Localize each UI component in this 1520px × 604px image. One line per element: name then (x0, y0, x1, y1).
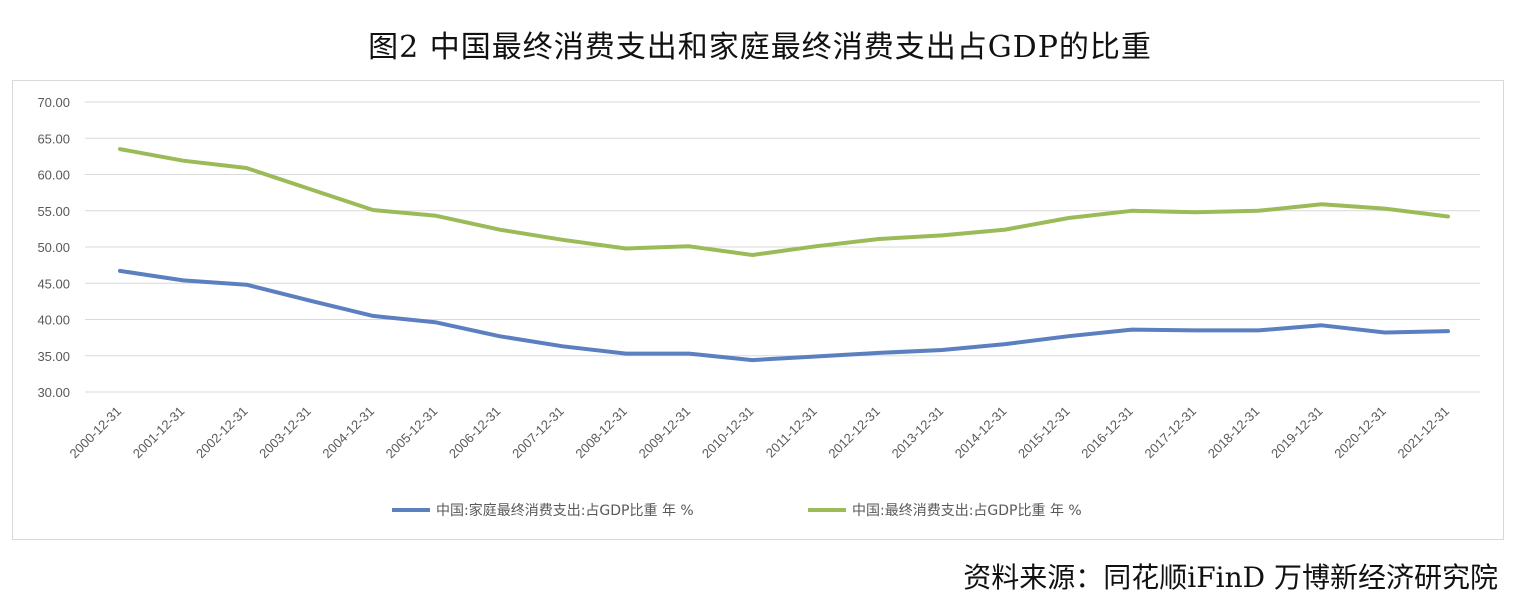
x-tick-label: 2004-12-31 (319, 404, 377, 462)
x-tick-label: 2009-12-31 (636, 404, 694, 462)
x-tick-label: 2014-12-31 (952, 404, 1010, 462)
legend-label-1: 中国:家庭最终消费支出:占GDP比重 年 % (436, 502, 694, 519)
y-tick-label: 30.00 (37, 385, 70, 400)
y-tick-label: 35.00 (37, 349, 70, 364)
page-title: 图2 中国最终消费支出和家庭最终消费支出占GDP的比重 (368, 30, 1152, 65)
y-tick-label: 55.00 (37, 204, 70, 219)
x-tick-label: 2013-12-31 (889, 404, 947, 462)
y-tick-label: 70.00 (37, 95, 70, 110)
x-tick-label: 2008-12-31 (572, 404, 630, 462)
source-note: 资料来源：同花顺iFinD 万博新经济研究院 (963, 561, 1498, 594)
x-tick-label: 2005-12-31 (383, 404, 441, 462)
series-line-1 (118, 268, 1450, 363)
x-tick-label: 2010-12-31 (699, 404, 757, 462)
x-tick-label: 2020-12-31 (1331, 404, 1389, 462)
x-tick-label: 2003-12-31 (256, 404, 314, 462)
y-tick-label: 65.00 (37, 131, 70, 146)
y-tick-label: 45.00 (37, 276, 70, 291)
x-tick-label: 2017-12-31 (1142, 404, 1200, 462)
x-tick-label: 2015-12-31 (1015, 404, 1073, 462)
x-tick-label: 2016-12-31 (1078, 404, 1136, 462)
x-tick-label: 2007-12-31 (509, 404, 567, 462)
x-tick-label: 2006-12-31 (446, 404, 504, 462)
x-tick-label: 2012-12-31 (825, 404, 883, 462)
chart-frame (12, 80, 1504, 540)
y-tick-label: 50.00 (37, 240, 70, 255)
x-tick-label: 2001-12-31 (130, 404, 188, 462)
legend-label-2: 中国:最终消费支出:占GDP比重 年 % (852, 503, 1082, 519)
x-tick-label: 2018-12-31 (1205, 404, 1263, 462)
x-tick-label: 2011-12-31 (763, 404, 820, 461)
x-tick-label: 2019-12-31 (1268, 404, 1326, 462)
series-line-2 (118, 147, 1450, 257)
y-tick-label: 60.00 (37, 168, 70, 183)
x-tick-label: 2002-12-31 (193, 404, 251, 462)
x-tick-label: 2000-12-31 (66, 404, 124, 462)
y-tick-label: 40.00 (37, 313, 70, 328)
x-tick-label: 2021-12-31 (1394, 404, 1452, 462)
